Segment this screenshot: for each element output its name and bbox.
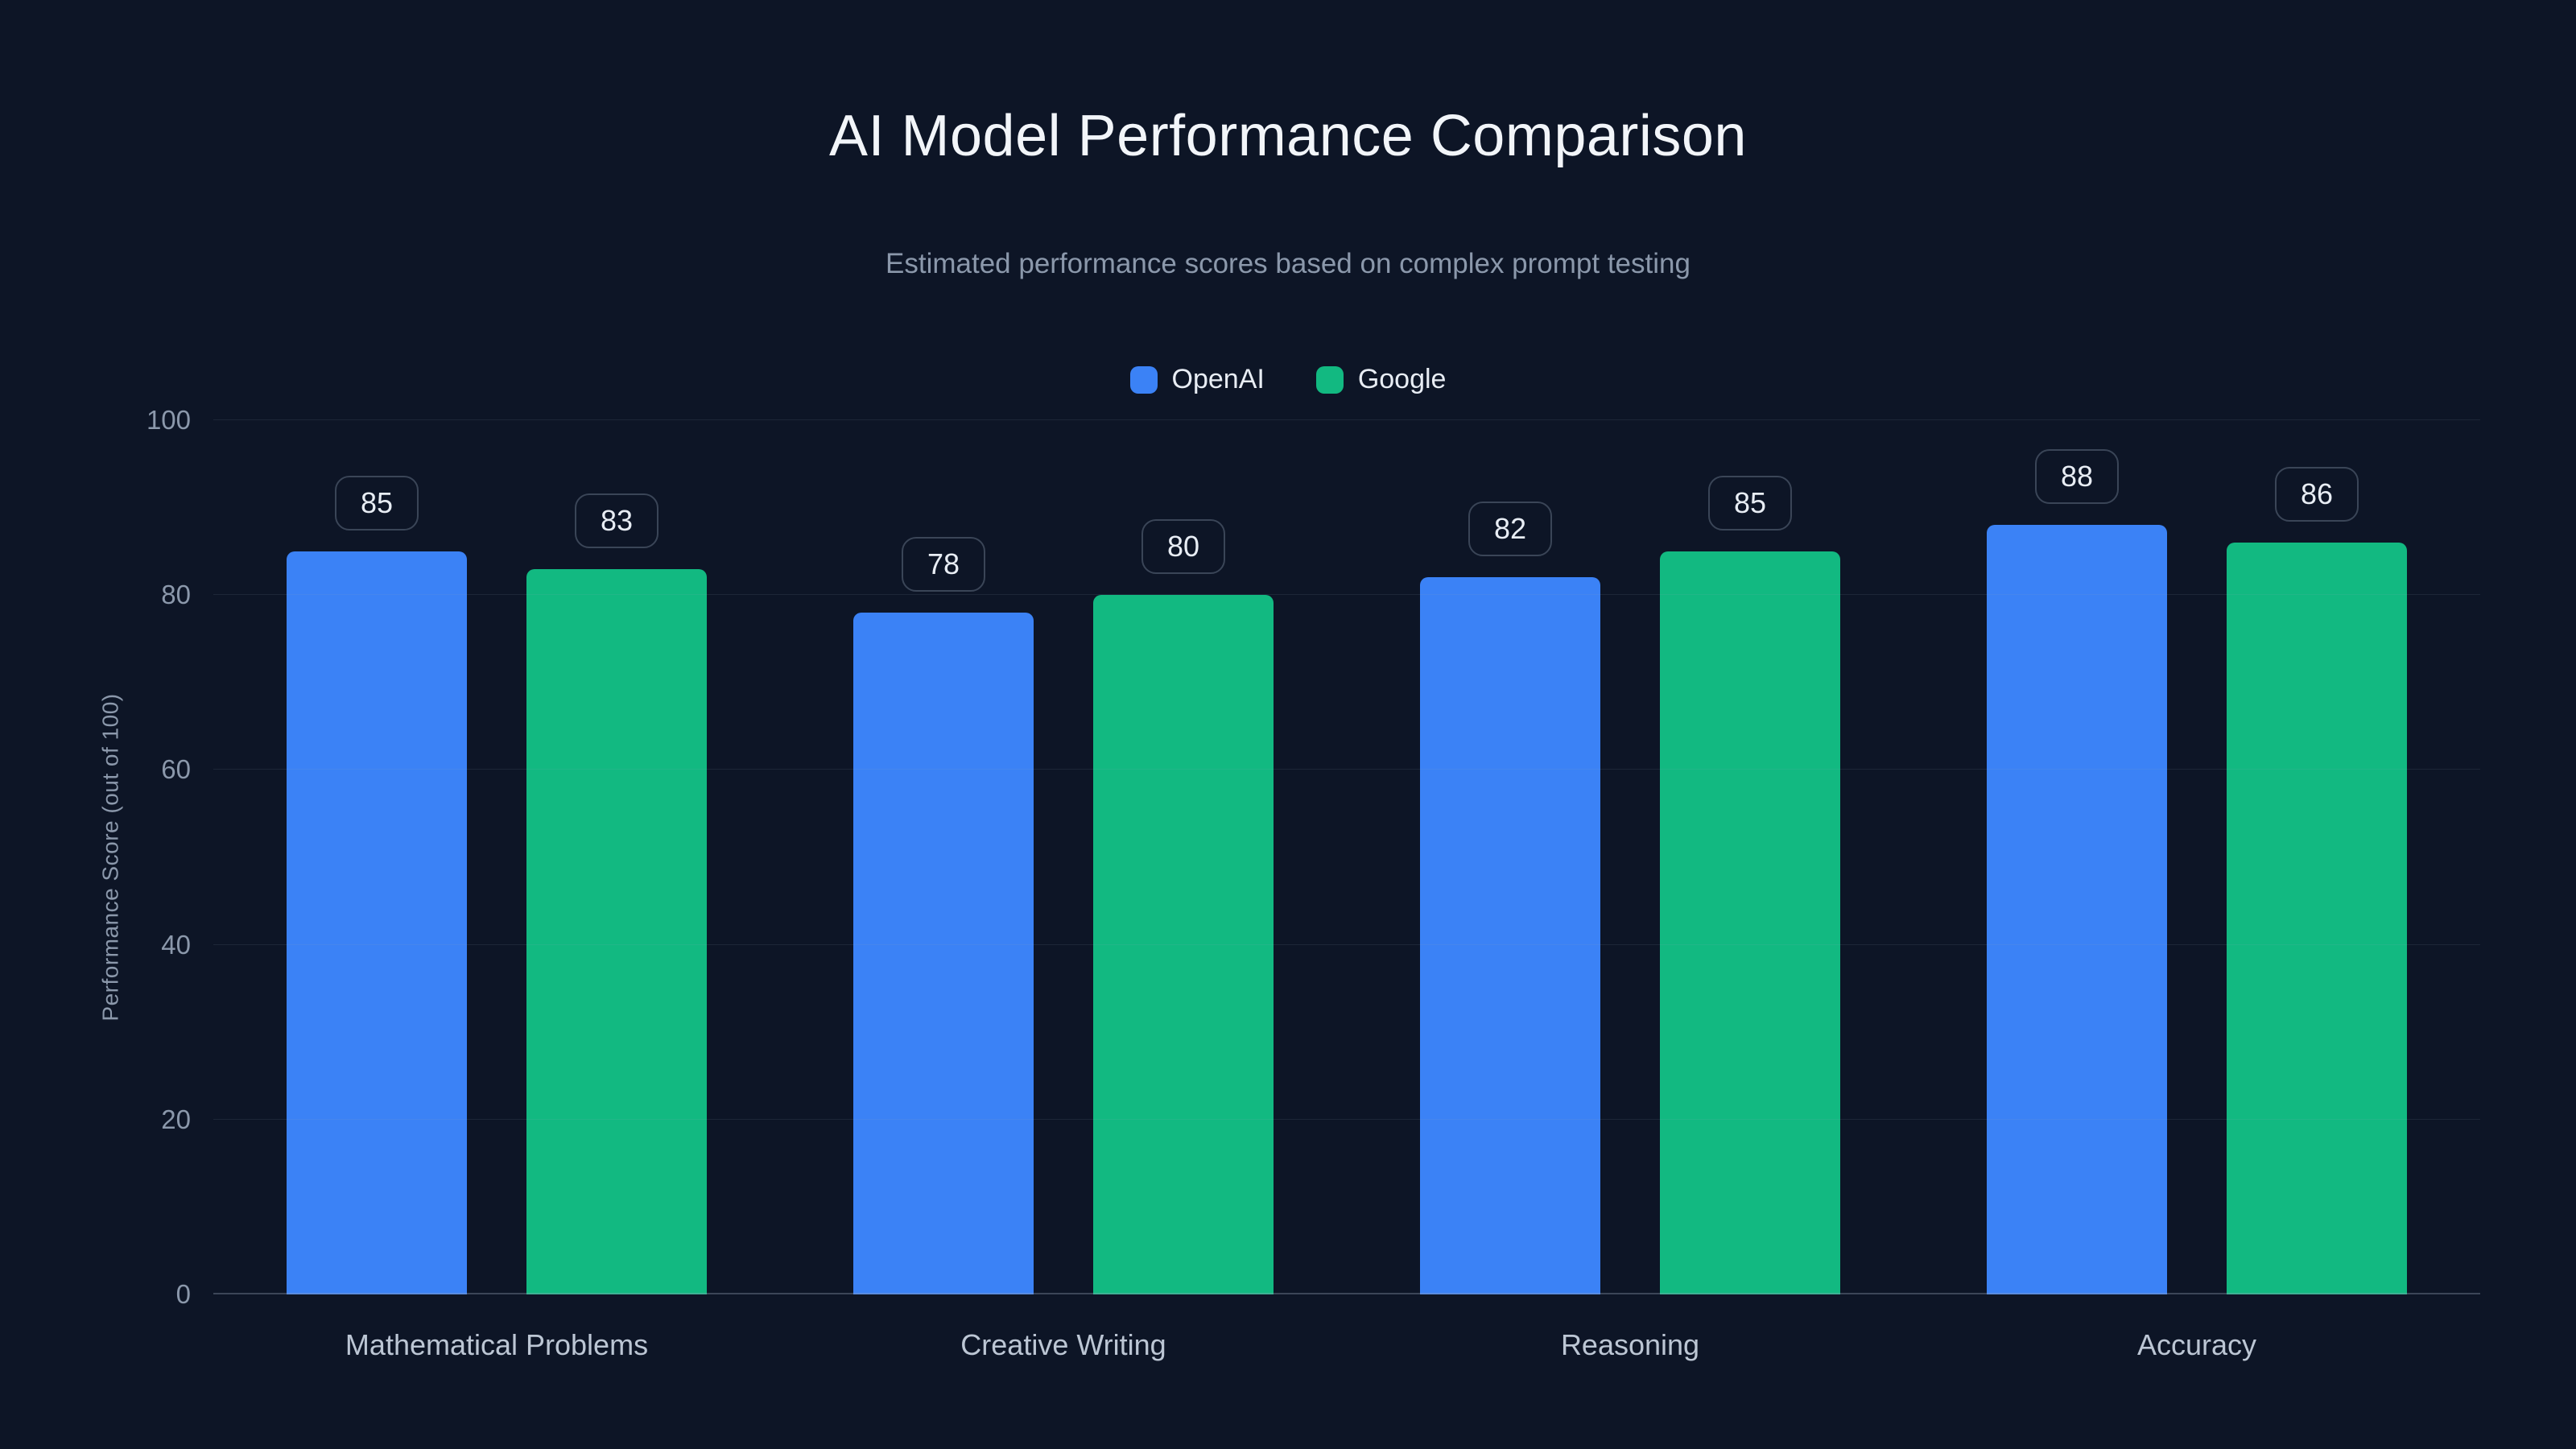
bar-value-label: 86 bbox=[2274, 467, 2359, 522]
bar-column: 83 bbox=[526, 420, 707, 1294]
legend-swatch bbox=[1315, 365, 1344, 394]
bar-value-label: 83 bbox=[574, 493, 659, 548]
y-axis-title: Performance Score (out of 100) bbox=[95, 420, 127, 1294]
bar-value-label: 85 bbox=[1707, 475, 1793, 530]
x-axis-tick-label: Accuracy bbox=[2136, 1328, 2257, 1361]
bar-group: 82 85 Reasoning bbox=[1420, 420, 1840, 1361]
bar-column: 78 bbox=[853, 420, 1034, 1294]
bar-group: 88 86 Accuracy bbox=[1987, 420, 2407, 1361]
bar-column: 88 bbox=[1987, 420, 2167, 1294]
bar-google-1[interactable] bbox=[1093, 595, 1274, 1294]
bar-openai-1[interactable] bbox=[853, 612, 1034, 1294]
legend: OpenAI Google bbox=[0, 364, 2576, 395]
bar-column: 86 bbox=[2227, 420, 2407, 1294]
x-axis-tick-label: Reasoning bbox=[1560, 1328, 1700, 1361]
bar-value-label: 82 bbox=[1468, 502, 1553, 557]
bar-google-0[interactable] bbox=[526, 568, 707, 1294]
chart-title: AI Model Performance Comparison bbox=[829, 104, 1747, 168]
bar-group: 85 83 Mathematical Problems bbox=[287, 420, 707, 1361]
bar-column: 85 bbox=[287, 420, 467, 1294]
bar-value-label: 85 bbox=[334, 475, 419, 530]
bar-value-label: 80 bbox=[1141, 519, 1226, 575]
bar-openai-0[interactable] bbox=[287, 551, 467, 1294]
legend-label: OpenAI bbox=[1171, 364, 1265, 394]
chart-subtitle: Estimated performance scores based on co… bbox=[886, 248, 1690, 279]
bar-openai-3[interactable] bbox=[1987, 525, 2167, 1294]
y-axis-tick-label: 40 bbox=[161, 929, 191, 960]
gridline bbox=[213, 1118, 2480, 1120]
y-axis-tick-label: 0 bbox=[175, 1279, 191, 1309]
gridline bbox=[213, 769, 2480, 770]
legend-label: Google bbox=[1357, 364, 1447, 394]
x-axis-tick-label: Creative Writing bbox=[960, 1328, 1166, 1361]
y-axis-tick-label: 20 bbox=[161, 1104, 191, 1134]
bar-openai-2[interactable] bbox=[1420, 577, 1600, 1294]
bar-google-2[interactable] bbox=[1660, 551, 1840, 1294]
gridline bbox=[213, 419, 2480, 420]
gridline bbox=[213, 943, 2480, 945]
y-axis-tick-label: 80 bbox=[161, 580, 191, 610]
plot-area: 85 83 Mathematical Problems 78 80 Creative Wr… bbox=[147, 405, 2480, 1361]
gridline bbox=[213, 594, 2480, 596]
legend-swatch bbox=[1129, 365, 1158, 394]
bar-column: 85 bbox=[1660, 420, 1840, 1294]
y-axis-tick-label: 100 bbox=[146, 405, 191, 435]
bar-column: 82 bbox=[1420, 420, 1600, 1294]
bar-value-label: 88 bbox=[2034, 449, 2120, 505]
legend-item-openai[interactable]: OpenAI bbox=[1129, 364, 1265, 395]
x-axis-baseline bbox=[213, 1293, 2480, 1294]
bar-column: 80 bbox=[1093, 420, 1274, 1294]
y-axis-title-text: Performance Score (out of 100) bbox=[98, 693, 124, 1022]
bar-group: 78 80 Creative Writing bbox=[853, 420, 1274, 1361]
bar-google-3[interactable] bbox=[2227, 543, 2407, 1294]
x-axis-tick-label: Mathematical Problems bbox=[345, 1328, 649, 1361]
bar-value-label: 78 bbox=[901, 536, 986, 592]
legend-item-google[interactable]: Google bbox=[1315, 364, 1447, 395]
y-axis-tick-label: 60 bbox=[161, 754, 191, 785]
bar-groups: 85 83 Mathematical Problems 78 80 Creative Wr… bbox=[213, 420, 2480, 1361]
